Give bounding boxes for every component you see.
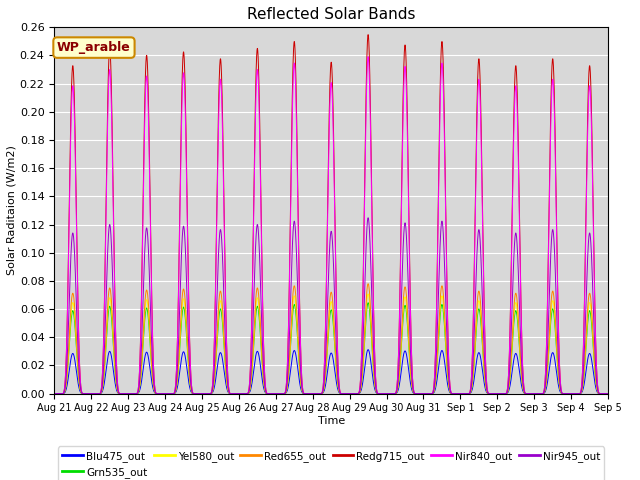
Nir945_out — [467, 388, 474, 394]
Nir840_out — [79, 391, 87, 396]
Red655_out — [467, 389, 474, 395]
Nir840_out — [51, 391, 58, 396]
Nir840_out — [364, 54, 372, 60]
Blu475_out — [404, 360, 412, 366]
Redg715_out — [495, 391, 503, 396]
Nir945_out — [604, 391, 612, 396]
Red655_out — [503, 390, 511, 396]
Nir945_out — [51, 391, 58, 396]
Nir945_out — [79, 391, 87, 396]
Yel580_out — [495, 391, 503, 396]
Grn535_out — [495, 391, 503, 396]
Yel580_out — [604, 391, 612, 396]
Nir840_out — [482, 360, 490, 365]
Redg715_out — [79, 391, 87, 396]
Yel580_out — [404, 322, 412, 328]
Y-axis label: Solar Raditaion (W/m2): Solar Raditaion (W/m2) — [7, 145, 17, 276]
Red655_out — [404, 315, 412, 321]
Blu475_out — [604, 391, 612, 396]
Blu475_out — [482, 387, 490, 393]
Line: Nir945_out: Nir945_out — [54, 218, 608, 394]
Yel580_out — [51, 391, 58, 396]
Nir945_out — [495, 391, 503, 396]
Grn535_out — [364, 300, 372, 306]
Yel580_out — [467, 389, 474, 395]
Line: Redg715_out: Redg715_out — [54, 35, 608, 394]
Redg715_out — [364, 32, 372, 37]
Legend: Blu475_out, Grn535_out, Yel580_out, Red655_out, Redg715_out, Nir840_out, Nir945_: Blu475_out, Grn535_out, Yel580_out, Red6… — [58, 446, 604, 480]
Red655_out — [79, 391, 87, 396]
Grn535_out — [404, 328, 412, 334]
Grn535_out — [467, 389, 474, 395]
Grn535_out — [503, 390, 511, 396]
Text: WP_arable: WP_arable — [57, 41, 131, 54]
Red655_out — [604, 391, 612, 396]
Yel580_out — [482, 382, 490, 387]
Title: Reflected Solar Bands: Reflected Solar Bands — [247, 7, 415, 22]
Redg715_out — [467, 386, 474, 392]
Grn535_out — [51, 391, 58, 396]
Grn535_out — [79, 391, 87, 396]
Line: Nir840_out: Nir840_out — [54, 57, 608, 394]
Redg715_out — [482, 358, 490, 363]
Blu475_out — [364, 347, 372, 352]
Red655_out — [495, 391, 503, 396]
Redg715_out — [404, 144, 412, 150]
Line: Red655_out: Red655_out — [54, 284, 608, 394]
Yel580_out — [503, 390, 511, 396]
Blu475_out — [79, 391, 87, 396]
Yel580_out — [79, 391, 87, 396]
Redg715_out — [503, 389, 511, 395]
Red655_out — [482, 381, 490, 386]
Nir840_out — [604, 391, 612, 396]
Nir840_out — [495, 391, 503, 396]
Red655_out — [364, 281, 372, 287]
Line: Grn535_out: Grn535_out — [54, 303, 608, 394]
Blu475_out — [51, 391, 58, 396]
Nir945_out — [404, 270, 412, 276]
Redg715_out — [51, 391, 58, 396]
Red655_out — [51, 391, 58, 396]
Blu475_out — [495, 391, 503, 396]
Redg715_out — [604, 391, 612, 396]
Nir945_out — [503, 390, 511, 396]
Nir945_out — [364, 215, 372, 221]
Blu475_out — [503, 390, 511, 396]
Nir840_out — [404, 159, 412, 165]
X-axis label: Time: Time — [317, 416, 345, 426]
Line: Blu475_out: Blu475_out — [54, 349, 608, 394]
Grn535_out — [604, 391, 612, 396]
Nir840_out — [503, 389, 511, 395]
Nir840_out — [467, 386, 474, 392]
Line: Yel580_out: Yel580_out — [54, 294, 608, 394]
Yel580_out — [364, 291, 372, 297]
Blu475_out — [467, 390, 474, 396]
Nir945_out — [482, 374, 490, 380]
Grn535_out — [482, 383, 490, 388]
